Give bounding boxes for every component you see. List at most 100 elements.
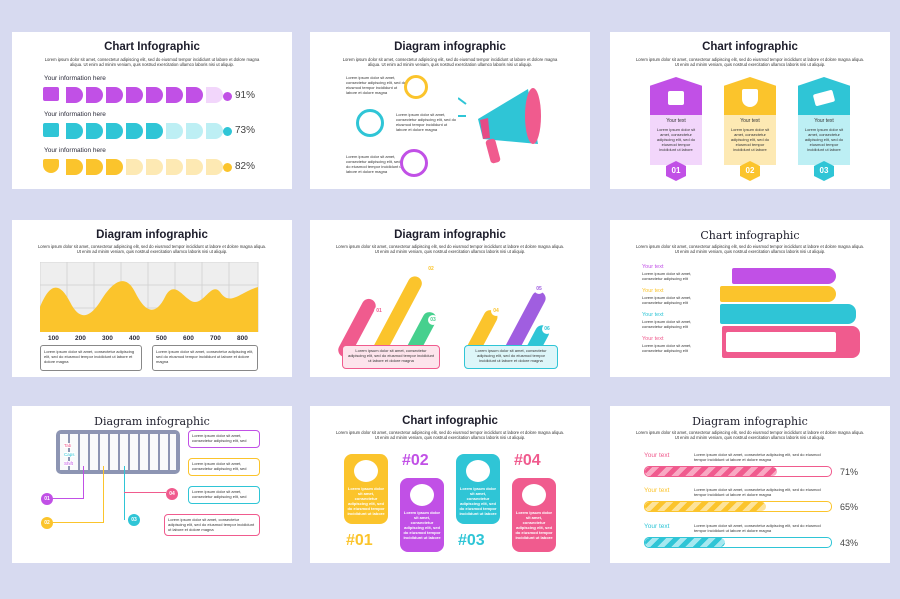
- progress-segment: [66, 87, 83, 103]
- book-icon: [720, 286, 836, 302]
- step-badge: 04: [166, 488, 178, 500]
- area-chart: [40, 262, 259, 332]
- step-card[interactable]: Lorem ipsum dolor sit amet, consectetur …: [400, 478, 444, 552]
- legend-dot: [223, 163, 232, 172]
- key-label: Tab: [64, 443, 72, 448]
- hex-card[interactable]: Your text Lorem ipsum dolor sit amet, co…: [650, 77, 702, 185]
- slide-description: Lorem ipsum dolor sit amet, consectetur …: [635, 244, 865, 255]
- slide-chart-infographic-numbers[interactable]: Chart infographic Lorem ipsum dolor sit …: [310, 406, 590, 563]
- card-text: Lorem ipsum dolor sit amet, consectetur …: [347, 486, 385, 516]
- slide-diagram-infographic-megaphone[interactable]: Diagram infographic Lorem ipsum dolor si…: [310, 32, 590, 189]
- book-icon: [732, 268, 836, 284]
- progress-segment: [186, 87, 203, 103]
- progress-track: [644, 501, 832, 512]
- keyboard-keys: [60, 434, 176, 470]
- box-text: Lorem ipsum dolor sit amet, consectetur …: [168, 517, 255, 532]
- slide-title: Chart infographic: [402, 415, 498, 427]
- slide-chart-infographic-books[interactable]: Chart infographic Lorem ipsum dolor sit …: [610, 220, 890, 377]
- row-label: Your information here: [44, 75, 106, 82]
- book-icon: [720, 304, 856, 324]
- progress-segment: [186, 159, 203, 175]
- progress-fill: [645, 502, 766, 511]
- slide-title: Diagram infographic: [394, 229, 506, 241]
- slide-title: Diagram infographic: [692, 415, 808, 428]
- text-box: Lorem ipsum dolor sit amet, consectetur …: [188, 486, 260, 504]
- progress-segment: [126, 123, 143, 139]
- x-tick: 500: [156, 335, 167, 342]
- box-text: Lorem ipsum dolor sit amet, consectetur …: [156, 349, 254, 364]
- slide-diagram-infographic-bars[interactable]: Diagram infographic Lorem ipsum dolor si…: [310, 220, 590, 377]
- bar-badge: 05: [534, 284, 544, 294]
- percentage-value: 91%: [235, 90, 256, 101]
- progress-fill: [645, 538, 725, 547]
- text-box: Lorem ipsum dolor sit amet, consectetur …: [188, 458, 260, 476]
- hourglass-icon: [400, 149, 428, 177]
- x-tick: 300: [102, 335, 113, 342]
- percentage-value: 82%: [235, 161, 256, 172]
- percentage-value: 71%: [840, 467, 859, 477]
- box-text: Lorem ipsum dolor sit amet, consectetur …: [192, 489, 247, 499]
- bar-text: Lorem ipsum dolor sit amet, consectetur …: [694, 523, 821, 533]
- slide-title: Chart Infographic: [104, 41, 200, 53]
- slide-diagram-infographic-striped-bars[interactable]: Diagram infographic Lorem ipsum dolor si…: [610, 406, 890, 563]
- x-tick: 400: [129, 335, 140, 342]
- item-text: Lorem ipsum dolor sit amet, consectetur …: [396, 112, 457, 132]
- bar-label: Your text: [644, 452, 670, 459]
- slide-description: Lorem ipsum dolor sit amet, consectetur …: [342, 57, 558, 68]
- step-badge: 02: [41, 517, 53, 529]
- progress-segment: [86, 87, 103, 103]
- progress-track: [644, 466, 832, 477]
- step-badge: 01: [41, 493, 53, 505]
- card-text: Lorem ipsum dolor sit amet, consectetur …: [804, 127, 844, 152]
- bar-label: Your text: [644, 487, 670, 494]
- book-pages: [726, 332, 836, 352]
- slide-diagram-infographic-area[interactable]: Diagram infographic Lorem ipsum dolor si…: [12, 220, 292, 377]
- step-card[interactable]: Lorem ipsum dolor sit amet, consectetur …: [512, 478, 556, 552]
- card-number: 01: [671, 166, 681, 175]
- card-text: Lorem ipsum dolor sit amet, consectetur …: [403, 510, 441, 540]
- progress-segment: [206, 159, 223, 175]
- box-text: Lorem ipsum dolor sit amet, consectetur …: [347, 348, 435, 363]
- progress-segment: [146, 87, 163, 103]
- slide-chart-infographic-1[interactable]: Chart Infographic Lorem ipsum dolor sit …: [12, 32, 292, 189]
- slide-description: Lorem ipsum dolor sit amet, consectetur …: [335, 244, 565, 255]
- hex-card[interactable]: Your text Lorem ipsum dolor sit amet, co…: [798, 77, 850, 185]
- hex-card[interactable]: Your text Lorem ipsum dolor sit amet, co…: [724, 77, 776, 185]
- percentage-value: 73%: [235, 125, 256, 136]
- megaphone-icon: [668, 91, 684, 105]
- box-text: Lorem ipsum dolor sit amet, consectetur …: [192, 433, 247, 443]
- step-number: #02: [402, 452, 429, 469]
- card-heading: Your text: [740, 118, 760, 124]
- item-text: Lorem ipsum dolor sit amet, consectetur …: [642, 271, 692, 281]
- text-box: Lorem ipsum dolor sit amet, consectetur …: [152, 345, 258, 371]
- item-label: Your text: [642, 264, 664, 270]
- step-card[interactable]: Lorem ipsum dolor sit amet, consectetur …: [456, 454, 500, 524]
- presentation-icon: [410, 484, 434, 506]
- slide-description: Lorem ipsum dolor sit amet, consectetur …: [635, 57, 865, 68]
- progress-segment: [106, 123, 123, 139]
- text-box: Lorem ipsum dolor sit amet, consectetur …: [40, 345, 142, 371]
- team-icon: [522, 484, 546, 506]
- key-label: Shift: [64, 461, 74, 466]
- step-number: #03: [458, 532, 485, 549]
- step-card[interactable]: Lorem ipsum dolor sit amet, consectetur …: [344, 454, 388, 524]
- card-text: Lorem ipsum dolor sit amet, consectetur …: [656, 127, 696, 152]
- percentage-value: 43%: [840, 538, 859, 548]
- slide-chart-infographic-hexagons[interactable]: Chart infographic Lorem ipsum dolor sit …: [610, 32, 890, 189]
- legend-dot: [223, 127, 232, 136]
- slide-description: Lorem ipsum dolor sit amet, consectetur …: [37, 244, 267, 255]
- progress-segment: [186, 123, 203, 139]
- item-label: Your text: [642, 288, 664, 294]
- text-box: Lorem ipsum dolor sit amet, consectetur …: [188, 430, 260, 448]
- progress-segment: [166, 159, 183, 175]
- progress-segment: [86, 159, 103, 175]
- box-text: Lorem ipsum dolor sit amet, consectetur …: [475, 348, 547, 363]
- bar-label: Your text: [644, 523, 670, 530]
- calendar-icon: [43, 87, 59, 101]
- connector-line: [124, 466, 125, 520]
- bar-badge: 03: [428, 315, 438, 325]
- slide-diagram-infographic-keyboard[interactable]: Diagram infographic Tab Caps Shift 01 02…: [12, 406, 292, 563]
- progress-fill: [645, 467, 778, 476]
- progress-segment: [206, 87, 223, 103]
- legend-dot: [223, 92, 232, 101]
